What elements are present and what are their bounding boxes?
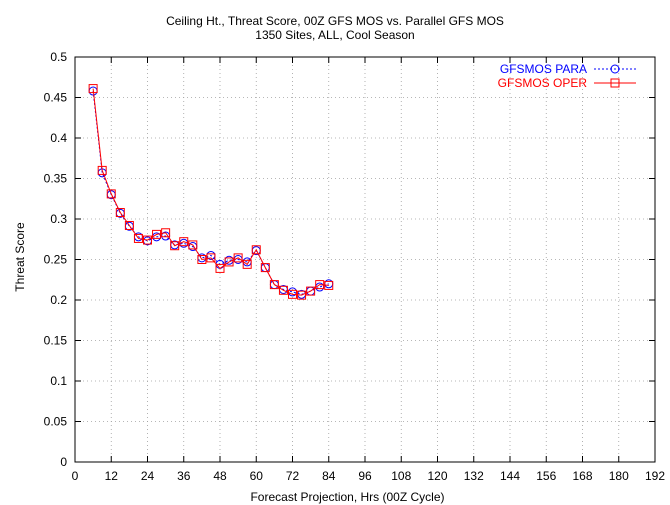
series-line-1 [92, 90, 329, 295]
data-point-square [161, 228, 171, 238]
x-tick-label: 60 [250, 469, 264, 483]
legend-label-1: GFSMOS PARA [500, 62, 587, 76]
y-tick-label: 0.25 [44, 253, 68, 267]
x-tick-label: 132 [464, 469, 484, 483]
x-axis-label: Forecast Projection, Hrs (00Z Cycle) [250, 490, 445, 504]
data-point-square [197, 255, 207, 264]
data-point-square [324, 280, 334, 290]
y-tick-label: 0.45 [44, 91, 68, 105]
x-tick-label: 72 [286, 469, 300, 483]
x-tick-label: 192 [645, 469, 665, 483]
data-point-square [242, 259, 252, 269]
chart-title: Ceiling Ht., Threat Score, 00Z GFS MOS v… [166, 14, 504, 28]
x-tick-label: 144 [500, 469, 520, 483]
x-tick-label: 24 [141, 469, 155, 483]
data-point-square [251, 245, 261, 255]
legend-marker-square [610, 78, 620, 88]
data-point-square [179, 237, 189, 247]
y-tick-label: 0.15 [44, 334, 68, 348]
chart-subtitle: 1350 Sites, ALL, Cool Season [255, 28, 415, 42]
data-point-square [297, 290, 307, 300]
x-tick-label: 12 [105, 469, 119, 483]
data-point-square [88, 84, 98, 94]
data-point-square [188, 240, 198, 250]
data-point-square [269, 280, 279, 290]
x-tick-label: 120 [427, 469, 447, 483]
y-tick-label: 0.4 [50, 131, 67, 145]
x-tick-label: 96 [358, 469, 372, 483]
x-tick-label: 48 [213, 469, 227, 483]
data-point-square [224, 257, 234, 267]
data-point-square [315, 280, 325, 290]
data-point-square [133, 233, 143, 243]
y-tick-label: 0.2 [50, 293, 67, 307]
x-tick-label: 156 [536, 469, 556, 483]
data-point-square [106, 189, 116, 199]
y-tick-label: 0.3 [50, 212, 67, 226]
data-point-square [278, 285, 288, 295]
legend-marker-circle [610, 64, 620, 74]
data-point-square [306, 286, 316, 296]
plot-frame [74, 56, 656, 463]
x-tick-label: 84 [322, 469, 336, 483]
series-line-2 [92, 88, 329, 296]
data-point-square [288, 289, 297, 299]
y-tick-label: 0 [60, 455, 67, 469]
data-point-square [115, 208, 125, 218]
data-point-square [152, 229, 162, 239]
legend-label-2: GFSMOS OPER [498, 76, 588, 90]
y-tick-label: 0.35 [44, 172, 68, 186]
data-point-square [206, 253, 216, 263]
y-tick-label: 0.5 [50, 50, 67, 64]
data-point-square [215, 263, 225, 273]
data-point-square [124, 220, 134, 230]
x-tick-label: 0 [72, 469, 79, 483]
data-point-square [233, 253, 243, 263]
data-point-square [97, 165, 107, 175]
data-point-square [143, 235, 152, 245]
y-tick-label: 0.1 [50, 374, 67, 388]
x-tick-label: 168 [572, 469, 592, 483]
data-point-square [170, 241, 180, 251]
y-axis-label: Threat Score [13, 222, 27, 292]
x-tick-label: 36 [177, 469, 191, 483]
data-point-square [260, 263, 270, 273]
x-tick-label: 108 [391, 469, 411, 483]
y-tick-label: 0.05 [44, 415, 68, 429]
x-tick-label: 180 [609, 469, 629, 483]
